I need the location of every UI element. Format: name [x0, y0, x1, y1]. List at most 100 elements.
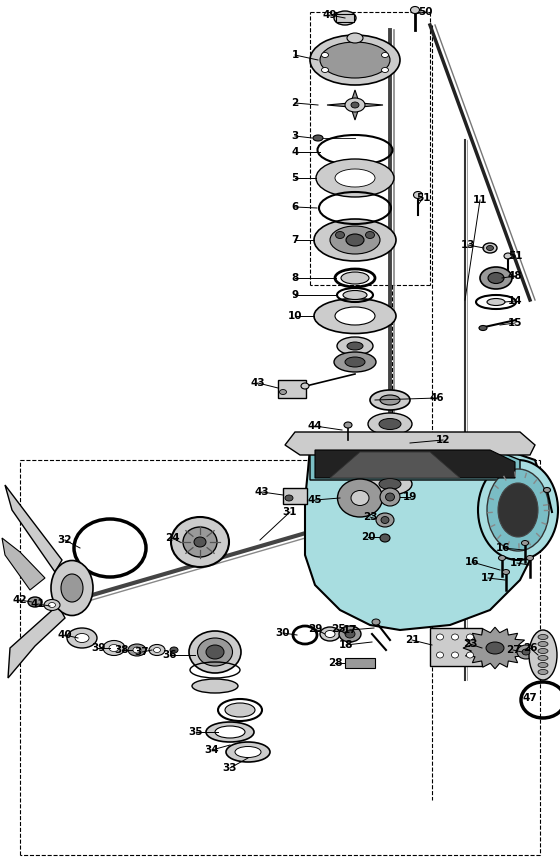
Text: 41: 41: [31, 599, 45, 609]
Ellipse shape: [381, 52, 389, 58]
Ellipse shape: [487, 298, 505, 306]
Ellipse shape: [75, 633, 89, 643]
Text: 17: 17: [480, 573, 495, 583]
Ellipse shape: [504, 253, 512, 259]
Text: 7: 7: [291, 235, 298, 245]
Text: 46: 46: [430, 393, 444, 403]
Ellipse shape: [28, 597, 42, 607]
Ellipse shape: [451, 634, 459, 640]
Text: 2: 2: [291, 98, 298, 108]
Ellipse shape: [498, 556, 506, 561]
Ellipse shape: [328, 140, 382, 160]
Ellipse shape: [538, 642, 548, 647]
Text: 6: 6: [291, 202, 298, 212]
Text: 50: 50: [418, 7, 432, 17]
Ellipse shape: [451, 652, 459, 658]
Text: 19: 19: [403, 492, 417, 502]
Ellipse shape: [313, 135, 323, 141]
Text: 25: 25: [331, 624, 346, 634]
Ellipse shape: [339, 626, 361, 642]
Bar: [278, 380, 306, 398]
Text: 1: 1: [291, 50, 298, 60]
Ellipse shape: [338, 479, 382, 517]
Ellipse shape: [502, 570, 510, 575]
Ellipse shape: [170, 647, 178, 653]
Text: 5: 5: [291, 173, 298, 183]
Text: 12: 12: [436, 435, 450, 445]
Text: 33: 33: [223, 763, 237, 773]
Ellipse shape: [206, 722, 254, 742]
Text: 11: 11: [473, 195, 487, 205]
Ellipse shape: [483, 243, 497, 253]
Ellipse shape: [345, 630, 355, 638]
Ellipse shape: [436, 634, 444, 640]
Bar: [430, 628, 482, 666]
Polygon shape: [357, 103, 383, 107]
Ellipse shape: [486, 642, 504, 654]
Ellipse shape: [149, 644, 165, 655]
Text: 23: 23: [463, 639, 477, 649]
Ellipse shape: [517, 645, 535, 659]
Ellipse shape: [51, 561, 93, 616]
Ellipse shape: [526, 556, 534, 561]
Ellipse shape: [61, 574, 83, 602]
Ellipse shape: [480, 267, 512, 289]
Ellipse shape: [171, 517, 229, 567]
Ellipse shape: [314, 219, 396, 261]
Ellipse shape: [153, 648, 161, 653]
Ellipse shape: [334, 352, 376, 372]
Ellipse shape: [341, 272, 369, 284]
Text: 51: 51: [508, 251, 522, 261]
Ellipse shape: [522, 649, 530, 655]
Ellipse shape: [343, 290, 367, 300]
Bar: [283, 488, 307, 504]
Text: 51: 51: [416, 193, 430, 203]
Text: 34: 34: [205, 745, 220, 755]
Text: 44: 44: [307, 421, 323, 431]
Ellipse shape: [368, 413, 412, 435]
Ellipse shape: [351, 102, 359, 108]
Ellipse shape: [316, 159, 394, 197]
Ellipse shape: [498, 483, 538, 537]
Ellipse shape: [466, 634, 474, 640]
Ellipse shape: [410, 7, 419, 14]
Ellipse shape: [521, 540, 529, 545]
Text: 47: 47: [522, 693, 538, 703]
Ellipse shape: [314, 298, 396, 333]
Text: 9: 9: [291, 290, 298, 300]
Ellipse shape: [335, 231, 344, 239]
Ellipse shape: [436, 652, 444, 658]
Text: 43: 43: [251, 378, 265, 388]
Ellipse shape: [279, 389, 287, 394]
Text: 43: 43: [255, 487, 269, 497]
Ellipse shape: [379, 418, 401, 430]
Ellipse shape: [376, 513, 394, 527]
Ellipse shape: [381, 460, 399, 468]
Ellipse shape: [206, 645, 224, 659]
Ellipse shape: [538, 635, 548, 639]
Ellipse shape: [380, 439, 400, 449]
Ellipse shape: [321, 68, 329, 72]
Ellipse shape: [371, 455, 409, 473]
Text: 40: 40: [58, 630, 72, 640]
Ellipse shape: [335, 307, 375, 325]
Ellipse shape: [320, 42, 390, 78]
Ellipse shape: [133, 647, 141, 653]
Ellipse shape: [44, 600, 60, 611]
Text: 35: 35: [189, 727, 203, 737]
Ellipse shape: [347, 33, 363, 43]
Text: 16: 16: [496, 543, 510, 553]
Ellipse shape: [337, 337, 373, 355]
Ellipse shape: [192, 679, 238, 693]
Ellipse shape: [235, 746, 261, 758]
Text: 42: 42: [13, 595, 27, 605]
Ellipse shape: [538, 669, 548, 674]
Ellipse shape: [529, 630, 557, 680]
Text: 39: 39: [91, 643, 105, 653]
Text: 45: 45: [307, 495, 323, 505]
Text: 3: 3: [291, 131, 298, 141]
Text: 10: 10: [288, 311, 302, 321]
Bar: [336, 14, 354, 22]
Polygon shape: [8, 605, 65, 678]
Ellipse shape: [183, 527, 217, 557]
